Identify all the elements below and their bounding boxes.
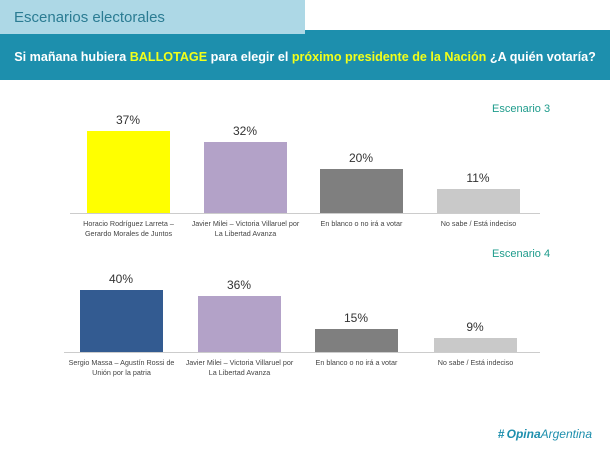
chart-baseline — [64, 352, 540, 353]
bar-scenario-4-2 — [197, 296, 281, 352]
scenario-3-label: Escenario 3 — [492, 103, 551, 115]
question-text-3: ¿A quién votaría? — [486, 50, 596, 64]
value-label: 40% — [108, 272, 134, 286]
logo-text-rest: Argentina — [540, 427, 592, 441]
value-label: 37% — [115, 113, 141, 127]
bar-scenario-3-1 — [86, 131, 170, 213]
bar-scenario-3-3 — [319, 169, 403, 213]
hash-logo-icon: # — [497, 427, 505, 441]
question-highlight-presidente: próximo presidente de la Nación — [291, 50, 487, 64]
category-label: No sabe / Está indeciso — [437, 358, 514, 367]
opina-argentina-logo: # OpinaArgentina — [498, 427, 592, 441]
bar-scenario-3-4 — [436, 189, 520, 213]
question-text-2: para elegir el — [207, 50, 292, 64]
category-label: Horacio Rodríguez Larreta – Gerardo Mora… — [83, 219, 174, 238]
category-label: No sabe / Está indeciso — [440, 219, 517, 228]
category-label: En blanco o no irá a votar — [315, 358, 398, 367]
question-highlight-ballotage: BALLOTAGE — [129, 50, 208, 64]
category-label: Sergio Massa – Agustín Rossi de Unión po… — [68, 358, 175, 377]
header-strip — [305, 30, 610, 34]
bar-scenario-4-3 — [314, 329, 398, 352]
bar-scenario-4-4 — [433, 338, 517, 352]
category-label: Javier Milei – Victoria Villaruel por La… — [185, 358, 294, 377]
bar-scenario-3-2 — [203, 142, 287, 213]
category-label: En blanco o no irá a votar — [320, 219, 403, 228]
value-label: 9% — [466, 320, 484, 334]
question-banner: Si mañana hubiera BALLOTAGE para elegir … — [0, 34, 610, 80]
bar-scenario-4-1 — [79, 290, 163, 352]
value-label: 15% — [343, 311, 369, 325]
category-label: Javier Milei – Victoria Villaruel por La… — [191, 219, 300, 238]
section-title: Escenarios electorales — [0, 0, 305, 34]
value-label: 36% — [226, 278, 252, 292]
value-label: 20% — [348, 151, 374, 165]
value-label: 32% — [232, 124, 258, 138]
question-text-1: Si mañana hubiera — [14, 50, 130, 64]
scenario-4-label: Escenario 4 — [492, 248, 551, 260]
chart-baseline — [70, 213, 540, 214]
logo-text-bold: Opina — [506, 427, 541, 441]
value-label: 11% — [466, 171, 490, 185]
